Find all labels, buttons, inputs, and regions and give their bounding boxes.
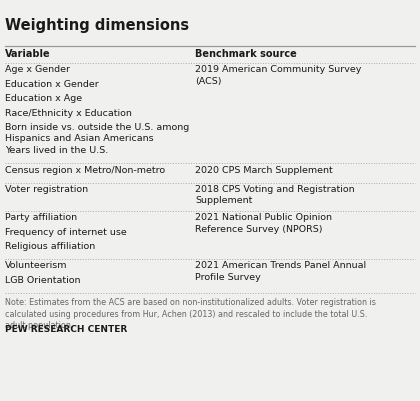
Text: Voter registration: Voter registration xyxy=(5,184,88,193)
Text: Born inside vs. outside the U.S. among
Hispanics and Asian Americans: Born inside vs. outside the U.S. among H… xyxy=(5,123,189,143)
Text: Age x Gender: Age x Gender xyxy=(5,65,70,74)
Text: 2020 CPS March Supplement: 2020 CPS March Supplement xyxy=(195,165,333,174)
Text: Census region x Metro/Non-metro: Census region x Metro/Non-metro xyxy=(5,165,165,174)
Text: Note: Estimates from the ACS are based on non-institutionalized adults. Voter re: Note: Estimates from the ACS are based o… xyxy=(5,297,376,330)
Text: Education x Age: Education x Age xyxy=(5,94,82,103)
Text: Benchmark source: Benchmark source xyxy=(195,49,297,59)
Text: Volunteerism: Volunteerism xyxy=(5,261,68,269)
Text: Variable: Variable xyxy=(5,49,51,59)
Text: 2021 American Trends Panel Annual
Profile Survey: 2021 American Trends Panel Annual Profil… xyxy=(195,261,366,281)
Text: PEW RESEARCH CENTER: PEW RESEARCH CENTER xyxy=(5,324,127,333)
Text: Education x Gender: Education x Gender xyxy=(5,79,99,88)
Text: Religious affiliation: Religious affiliation xyxy=(5,241,95,250)
Text: 2019 American Community Survey
(ACS): 2019 American Community Survey (ACS) xyxy=(195,65,362,85)
Text: 2021 National Public Opinion
Reference Survey (NPORS): 2021 National Public Opinion Reference S… xyxy=(195,213,332,233)
Text: Party affiliation: Party affiliation xyxy=(5,213,77,221)
Text: Weighting dimensions: Weighting dimensions xyxy=(5,18,189,33)
Text: LGB Orientation: LGB Orientation xyxy=(5,275,81,284)
Text: 2018 CPS Voting and Registration
Supplement: 2018 CPS Voting and Registration Supplem… xyxy=(195,184,355,205)
Text: Frequency of internet use: Frequency of internet use xyxy=(5,227,127,236)
Text: Race/Ethnicity x Education: Race/Ethnicity x Education xyxy=(5,108,132,117)
Text: Years lived in the U.S.: Years lived in the U.S. xyxy=(5,146,108,155)
